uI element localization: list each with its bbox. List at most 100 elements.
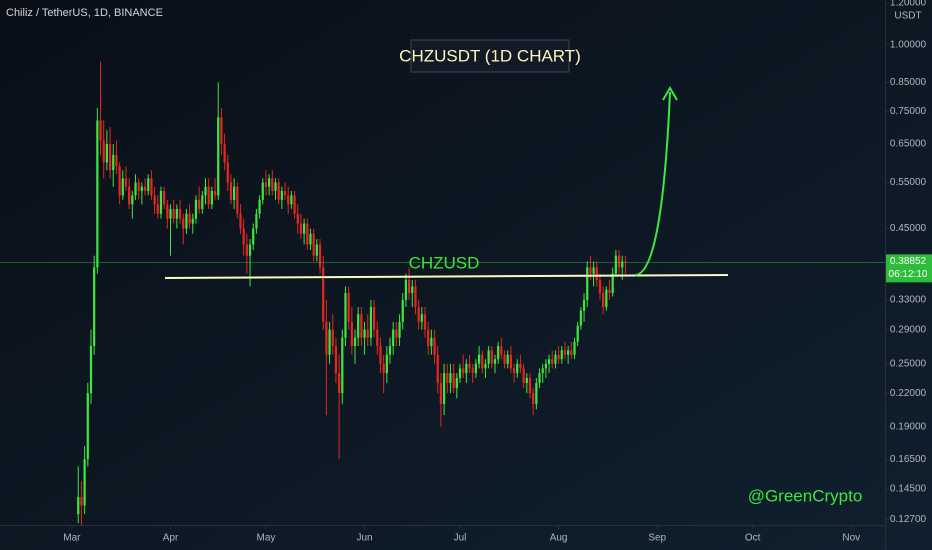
candle-body — [446, 373, 449, 383]
candle-body — [436, 354, 439, 383]
x-tick-label: Mar — [63, 533, 81, 544]
candle-body — [621, 261, 624, 268]
candle-body — [605, 289, 608, 307]
candle-body — [210, 190, 213, 205]
candle-body — [519, 363, 522, 369]
candle-body — [77, 497, 80, 515]
candle-body — [388, 346, 392, 355]
candle-body — [233, 186, 236, 200]
candle-body — [417, 306, 420, 322]
candle-body — [385, 354, 388, 374]
candle-body — [474, 363, 478, 374]
candle-body — [198, 199, 201, 210]
candle-body — [500, 346, 503, 355]
candle-body — [290, 195, 293, 205]
candle-body — [398, 321, 401, 338]
candle-body — [570, 350, 573, 355]
candle-body — [112, 154, 115, 171]
candle-body — [369, 306, 373, 338]
candle-body — [363, 329, 366, 338]
candle-body — [188, 213, 191, 224]
candle-body — [325, 321, 328, 355]
candle-body — [261, 182, 264, 200]
candle-body — [96, 120, 99, 268]
candle-body — [105, 144, 109, 163]
candle-body — [328, 329, 331, 355]
candle-body — [484, 363, 487, 369]
candle-body — [395, 329, 398, 338]
candle-body — [404, 279, 408, 300]
candle-body — [118, 166, 121, 196]
candle-body — [617, 255, 621, 268]
candle-body — [497, 346, 500, 360]
candle-body — [376, 329, 379, 347]
candle-body — [204, 186, 207, 196]
candle-body — [382, 363, 385, 374]
candle-body — [407, 279, 411, 294]
candle-body — [411, 286, 414, 294]
candle-body — [541, 368, 544, 374]
candle-body — [182, 218, 185, 229]
candle-body — [554, 354, 557, 364]
x-tick-label: Apr — [163, 533, 179, 544]
candle-body — [264, 182, 268, 187]
candle-body — [379, 346, 382, 364]
candle-body — [220, 117, 223, 145]
last-price-tag — [886, 254, 932, 283]
candle-body — [226, 162, 229, 183]
candle-body — [296, 213, 299, 224]
candle-body — [175, 209, 178, 219]
y-tick-label: 0.75000 — [890, 106, 927, 117]
candle-body — [490, 350, 493, 364]
y-tick-label: 0.85000 — [890, 77, 927, 88]
candle-body — [598, 279, 602, 294]
y-tick-label: 0.45000 — [890, 223, 927, 234]
y-tick-label: 0.22000 — [890, 388, 927, 399]
symbol-header: Chiliz / TetherUS, 1D, BINANCE — [6, 7, 163, 19]
candle-body — [248, 244, 252, 256]
candle-body — [547, 359, 551, 364]
candle-body — [366, 329, 369, 338]
candle-body — [318, 244, 322, 268]
candle-body — [99, 120, 102, 141]
candle-body — [433, 337, 436, 355]
candle-body — [293, 195, 296, 214]
candle-body — [353, 337, 357, 347]
candle-body — [586, 267, 589, 300]
candle-body — [277, 182, 280, 200]
candle-body — [341, 337, 344, 394]
chart-title: CHZUSDT (1D CHART) — [399, 46, 581, 65]
y-tick-label: 0.16500 — [890, 454, 927, 465]
candle-body — [573, 341, 576, 355]
candle-body — [624, 261, 627, 263]
candle-body — [322, 267, 325, 322]
candle-body — [147, 178, 150, 191]
candle-body — [430, 337, 433, 347]
level-label: CHZUSD — [409, 253, 480, 272]
candle-body — [191, 218, 194, 224]
candle-body — [516, 363, 519, 374]
candle-body — [337, 373, 341, 394]
candle-body — [465, 363, 468, 374]
candle-body — [143, 186, 147, 191]
candle-body — [153, 195, 156, 205]
candle-body — [271, 178, 274, 191]
candle-body — [506, 354, 509, 364]
candle-body — [166, 204, 169, 219]
candle-body — [312, 233, 315, 256]
candle-body — [360, 314, 363, 338]
candle-body — [150, 178, 153, 196]
candle-body — [239, 213, 242, 229]
y-tick-label: 0.55000 — [890, 177, 927, 188]
candle-body — [344, 293, 347, 338]
candle-body — [185, 213, 188, 229]
candle-body — [245, 244, 248, 256]
candle-body — [538, 373, 541, 383]
candle-body — [283, 190, 287, 196]
candle-body — [258, 199, 261, 214]
candle-body — [535, 382, 538, 404]
candle-body — [439, 382, 443, 404]
candle-body — [223, 144, 226, 163]
candle-body — [614, 255, 617, 274]
